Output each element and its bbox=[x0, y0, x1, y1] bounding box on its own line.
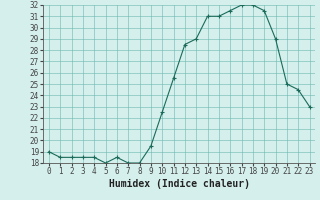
X-axis label: Humidex (Indice chaleur): Humidex (Indice chaleur) bbox=[109, 179, 250, 189]
